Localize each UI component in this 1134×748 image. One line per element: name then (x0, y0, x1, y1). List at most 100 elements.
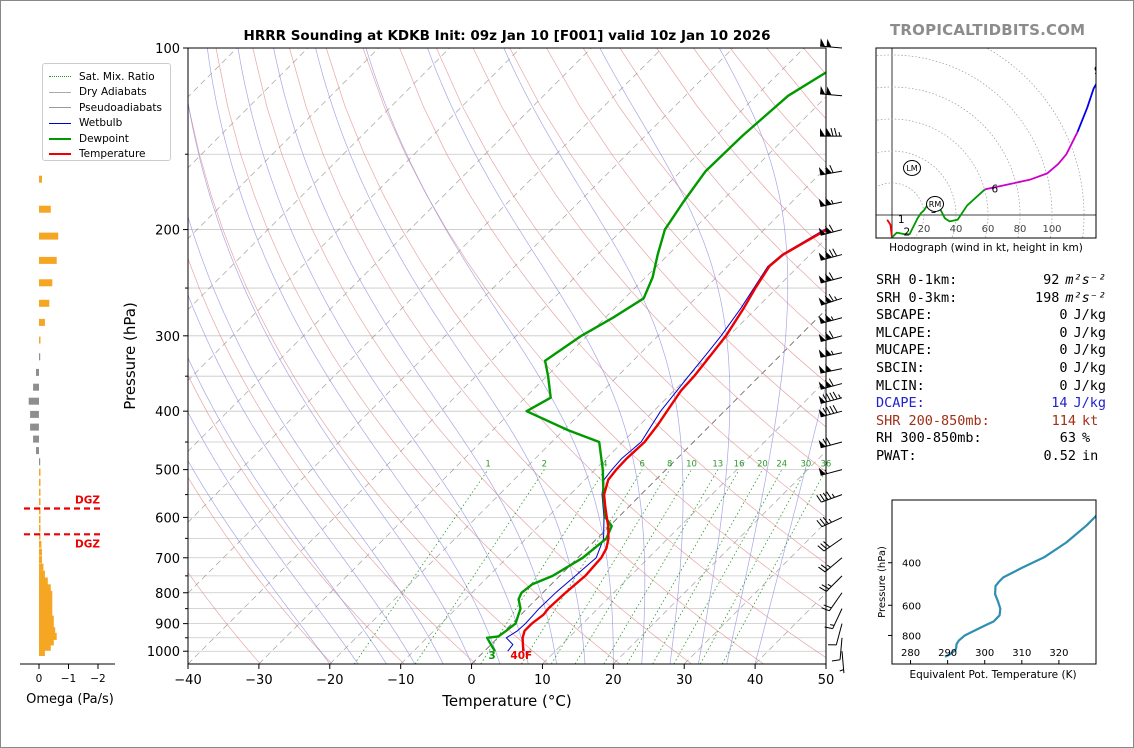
dry-adiabat (188, 374, 405, 664)
barb-line (832, 391, 838, 400)
stat-row: SRH 0-1km: 92 m²s⁻² (876, 272, 1106, 290)
dry-adiabat (399, 48, 826, 564)
omega-bar (39, 478, 41, 486)
barb-line (826, 491, 832, 499)
moist-adiabat (188, 215, 444, 664)
barb-line (831, 659, 841, 662)
barb-flag (818, 167, 826, 175)
y-tick-label: 100 (155, 42, 180, 57)
barb-line (828, 378, 834, 387)
legend-swatch (49, 122, 71, 124)
isotherm (188, 48, 663, 523)
moist-adiabat (718, 48, 789, 664)
wind-barb (818, 405, 843, 418)
stat-unit: m²s⁻² (1065, 272, 1106, 288)
mixing-ratio-line (673, 469, 783, 664)
omega-bar (39, 279, 53, 287)
hodograph-segment (1076, 82, 1096, 133)
theta-e-ytick-label: 600 (902, 601, 921, 612)
barb-shaft (821, 494, 843, 503)
barb-half (830, 624, 835, 626)
stat-unit: J/kg (1073, 342, 1106, 359)
omega-bar (39, 649, 45, 656)
omega-bar (39, 232, 59, 240)
moist-adiabat (188, 293, 416, 664)
barb-flag (825, 363, 832, 372)
skewt-profiles (485, 71, 826, 652)
omega-bar (39, 577, 48, 585)
isotherm (188, 48, 734, 594)
isotherm (683, 521, 826, 664)
barb-flag (825, 314, 832, 322)
hodograph-ring (876, 118, 989, 238)
legend-label: Pseudoadiabats (79, 101, 162, 114)
legend-swatch (49, 137, 71, 140)
theta-e-line (944, 514, 1096, 658)
dgz-label: DGZ (75, 538, 100, 550)
hodograph-ring-label: 40 (950, 224, 963, 235)
wind-barb (818, 293, 843, 306)
barb-flag (818, 275, 826, 284)
legend-label: Sat. Mix. Ratio (79, 70, 155, 83)
stat-label: MLCAPE: (876, 324, 933, 341)
wind-barb (820, 38, 843, 49)
wind-barb (824, 608, 843, 630)
wind-barb (818, 348, 843, 358)
omega-bar (39, 205, 51, 213)
omega-bar (39, 468, 41, 476)
isotherm (188, 48, 450, 311)
y-tick-label: 700 (155, 552, 180, 567)
barb-line (822, 438, 828, 447)
mixing-ratio-label: 13 (712, 460, 723, 470)
storm-motion-label: LM (906, 164, 917, 173)
hodograph-ring-label: 100 (1042, 224, 1061, 235)
omega-bar (39, 175, 42, 183)
theta-e-xlabel: Equivalent Pot. Temperature (K) (909, 669, 1076, 681)
hodograph-ring (876, 86, 1021, 238)
barb-flag (826, 86, 832, 95)
barb-line (828, 293, 834, 302)
barb-flag (825, 348, 832, 356)
hodograph-segment (984, 131, 1079, 191)
barb-flag (818, 467, 826, 476)
legend-item: Dry Adiabats (49, 85, 147, 100)
moist-adiabat (427, 48, 646, 664)
barb-flag (825, 332, 832, 340)
mixing-ratio-label: 8 (667, 460, 672, 470)
omega-bar (39, 353, 41, 361)
theta-e-xtick-label: 310 (1012, 648, 1031, 659)
omega-bar (39, 570, 45, 578)
wind-barb (816, 516, 843, 528)
y-tick-label: 900 (155, 618, 180, 633)
hodograph-point-label: 2 (903, 227, 910, 239)
hodograph-ring-label: 60 (982, 224, 995, 235)
omega-panel: 0 −1 −2 DGZ DGZ (20, 175, 115, 685)
omega-bar (39, 498, 41, 506)
hodograph-point-label: 1 (898, 214, 905, 226)
storm-motion-marker (903, 160, 921, 176)
stat-value: 114 (1051, 412, 1076, 429)
dgz-label: DGZ (75, 495, 100, 507)
barb-half (830, 316, 834, 321)
barb-flag (818, 349, 826, 358)
theta-e-ytick-label: 800 (902, 631, 921, 642)
stat-unit: J/kg (1073, 359, 1106, 376)
theta-e-panel: 280 290 300 310 320 400 600 800 (888, 514, 1096, 664)
dry-adiabat (582, 48, 826, 339)
x-tick-label: −10 (387, 673, 414, 688)
barb-line (825, 393, 831, 402)
barb-flag (818, 198, 826, 207)
barb-flag (818, 252, 826, 261)
omega-bar (39, 643, 51, 651)
barb-half (830, 199, 834, 205)
barb-flag (826, 38, 832, 48)
omega-bar (30, 423, 39, 431)
omega-bar (39, 524, 41, 532)
barb-flag (818, 381, 826, 390)
stat-row: SHR 200-850mb: 114 kt (876, 413, 1106, 431)
temperature-line (521, 228, 826, 652)
barb-line (829, 164, 834, 173)
mixing-ratio-label: 4 (602, 460, 607, 470)
dewpoint-line (485, 71, 826, 652)
y-tick-label: 300 (155, 330, 180, 345)
